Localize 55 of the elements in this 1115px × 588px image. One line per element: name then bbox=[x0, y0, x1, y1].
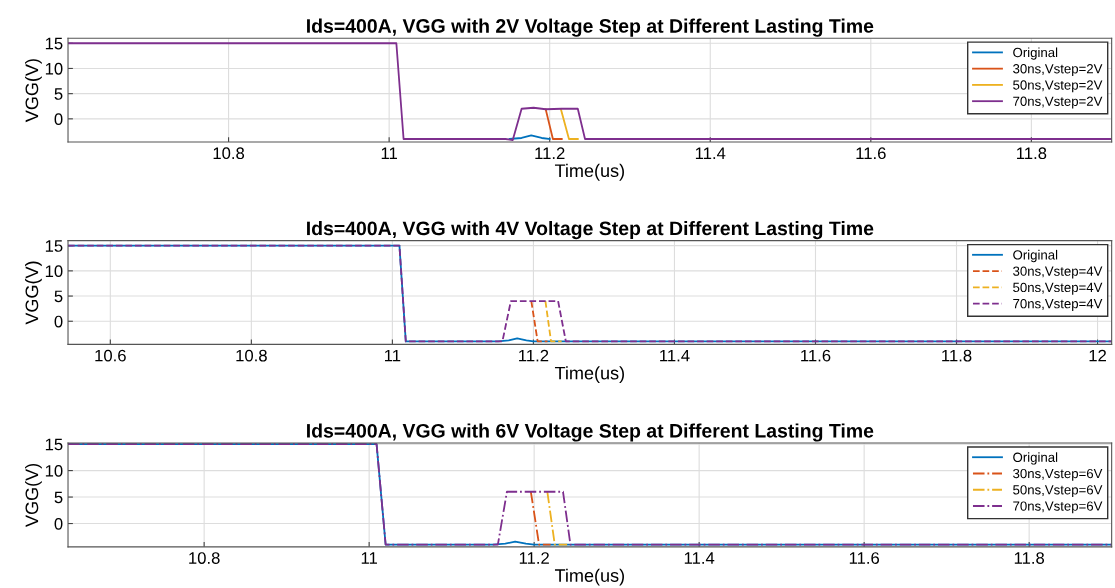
x-tick-label: 11.2 bbox=[519, 349, 549, 362]
x-tick-label: 11.8 bbox=[1014, 552, 1045, 564]
legend-label: 50ns,Vstep=4V bbox=[1013, 282, 1103, 295]
x-tick-label: 11.2 bbox=[535, 147, 565, 159]
legend-label: Original bbox=[1013, 452, 1058, 465]
x-tick-label: 11.4 bbox=[660, 349, 690, 362]
y-tick-label: 5 bbox=[54, 491, 63, 504]
legend-label: 50ns,Vstep=2V bbox=[1013, 80, 1103, 93]
legend-label: 30ns,Vstep=2V bbox=[1013, 64, 1103, 77]
line-series bbox=[68, 443, 1112, 546]
legend-label: 30ns,Vstep=6V bbox=[1013, 468, 1103, 481]
x-tick-label: 11 bbox=[381, 147, 397, 159]
x-tick-label: 11.6 bbox=[801, 349, 831, 362]
x-axis-title: Time(us) bbox=[554, 163, 624, 181]
chart-title: Ids=400A, VGG with 2V Voltage Step at Different Lasting Time bbox=[307, 18, 874, 37]
x-tick-label: 11.2 bbox=[519, 552, 549, 564]
legend-label: 30ns,Vstep=4V bbox=[1013, 266, 1103, 279]
x-axis-title: Time(us) bbox=[554, 568, 624, 586]
legend-label: Original bbox=[1013, 249, 1058, 263]
x-tick-label: 11.8 bbox=[1017, 147, 1047, 160]
y-axis-title: VGG(V) bbox=[25, 261, 42, 325]
x-tick-label: 10.8 bbox=[213, 147, 245, 160]
x-axis-title: Time(us) bbox=[554, 366, 624, 384]
x-tick-label: 12 bbox=[1089, 349, 1106, 362]
legend-label: 50ns,Vstep=6V bbox=[1013, 485, 1103, 498]
legend-label: 70ns,Vstep=4V bbox=[1013, 298, 1103, 311]
y-tick-label: 10 bbox=[45, 265, 63, 278]
x-tick-label: 11.8 bbox=[942, 349, 972, 362]
x-tick-label: 10.8 bbox=[189, 552, 220, 564]
y-tick-label: 15 bbox=[45, 37, 63, 50]
y-tick-label: 15 bbox=[45, 438, 63, 451]
x-tick-label: 11 bbox=[361, 552, 377, 564]
x-tick-label: 10.8 bbox=[236, 349, 267, 362]
line-series bbox=[68, 244, 1112, 343]
y-axis-title: VGG(V) bbox=[25, 463, 42, 527]
x-tick-label: 11 bbox=[385, 349, 401, 362]
x-tick-label: 10.6 bbox=[95, 349, 126, 362]
y-tick-label: 0 bbox=[54, 113, 63, 126]
y-tick-label: 10 bbox=[45, 62, 63, 75]
chart-title: Ids=400A, VGG with 6V Voltage Step at Different Lasting Time bbox=[307, 423, 874, 442]
legend-label: Original bbox=[1013, 47, 1058, 60]
x-tick-label: 11.6 bbox=[856, 147, 886, 160]
y-tick-label: 5 bbox=[54, 88, 63, 100]
y-axis-title: VGG(V) bbox=[25, 59, 42, 123]
y-tick-label: 0 bbox=[54, 315, 63, 328]
y-tick-label: 5 bbox=[54, 290, 63, 303]
legend-label: 70ns,Vstep=6V bbox=[1013, 501, 1103, 514]
y-tick-label: 10 bbox=[45, 464, 63, 477]
x-tick-label: 11.4 bbox=[695, 147, 726, 159]
x-tick-label: 11.4 bbox=[684, 552, 715, 564]
chart-title: Ids=400A, VGG with 4V Voltage Step at Different Lasting Time bbox=[307, 220, 874, 240]
x-tick-label: 11.6 bbox=[849, 552, 880, 564]
y-tick-label: 0 bbox=[54, 517, 63, 530]
y-tick-label: 15 bbox=[45, 240, 63, 252]
legend-label: 70ns,Vstep=2V bbox=[1013, 96, 1103, 109]
